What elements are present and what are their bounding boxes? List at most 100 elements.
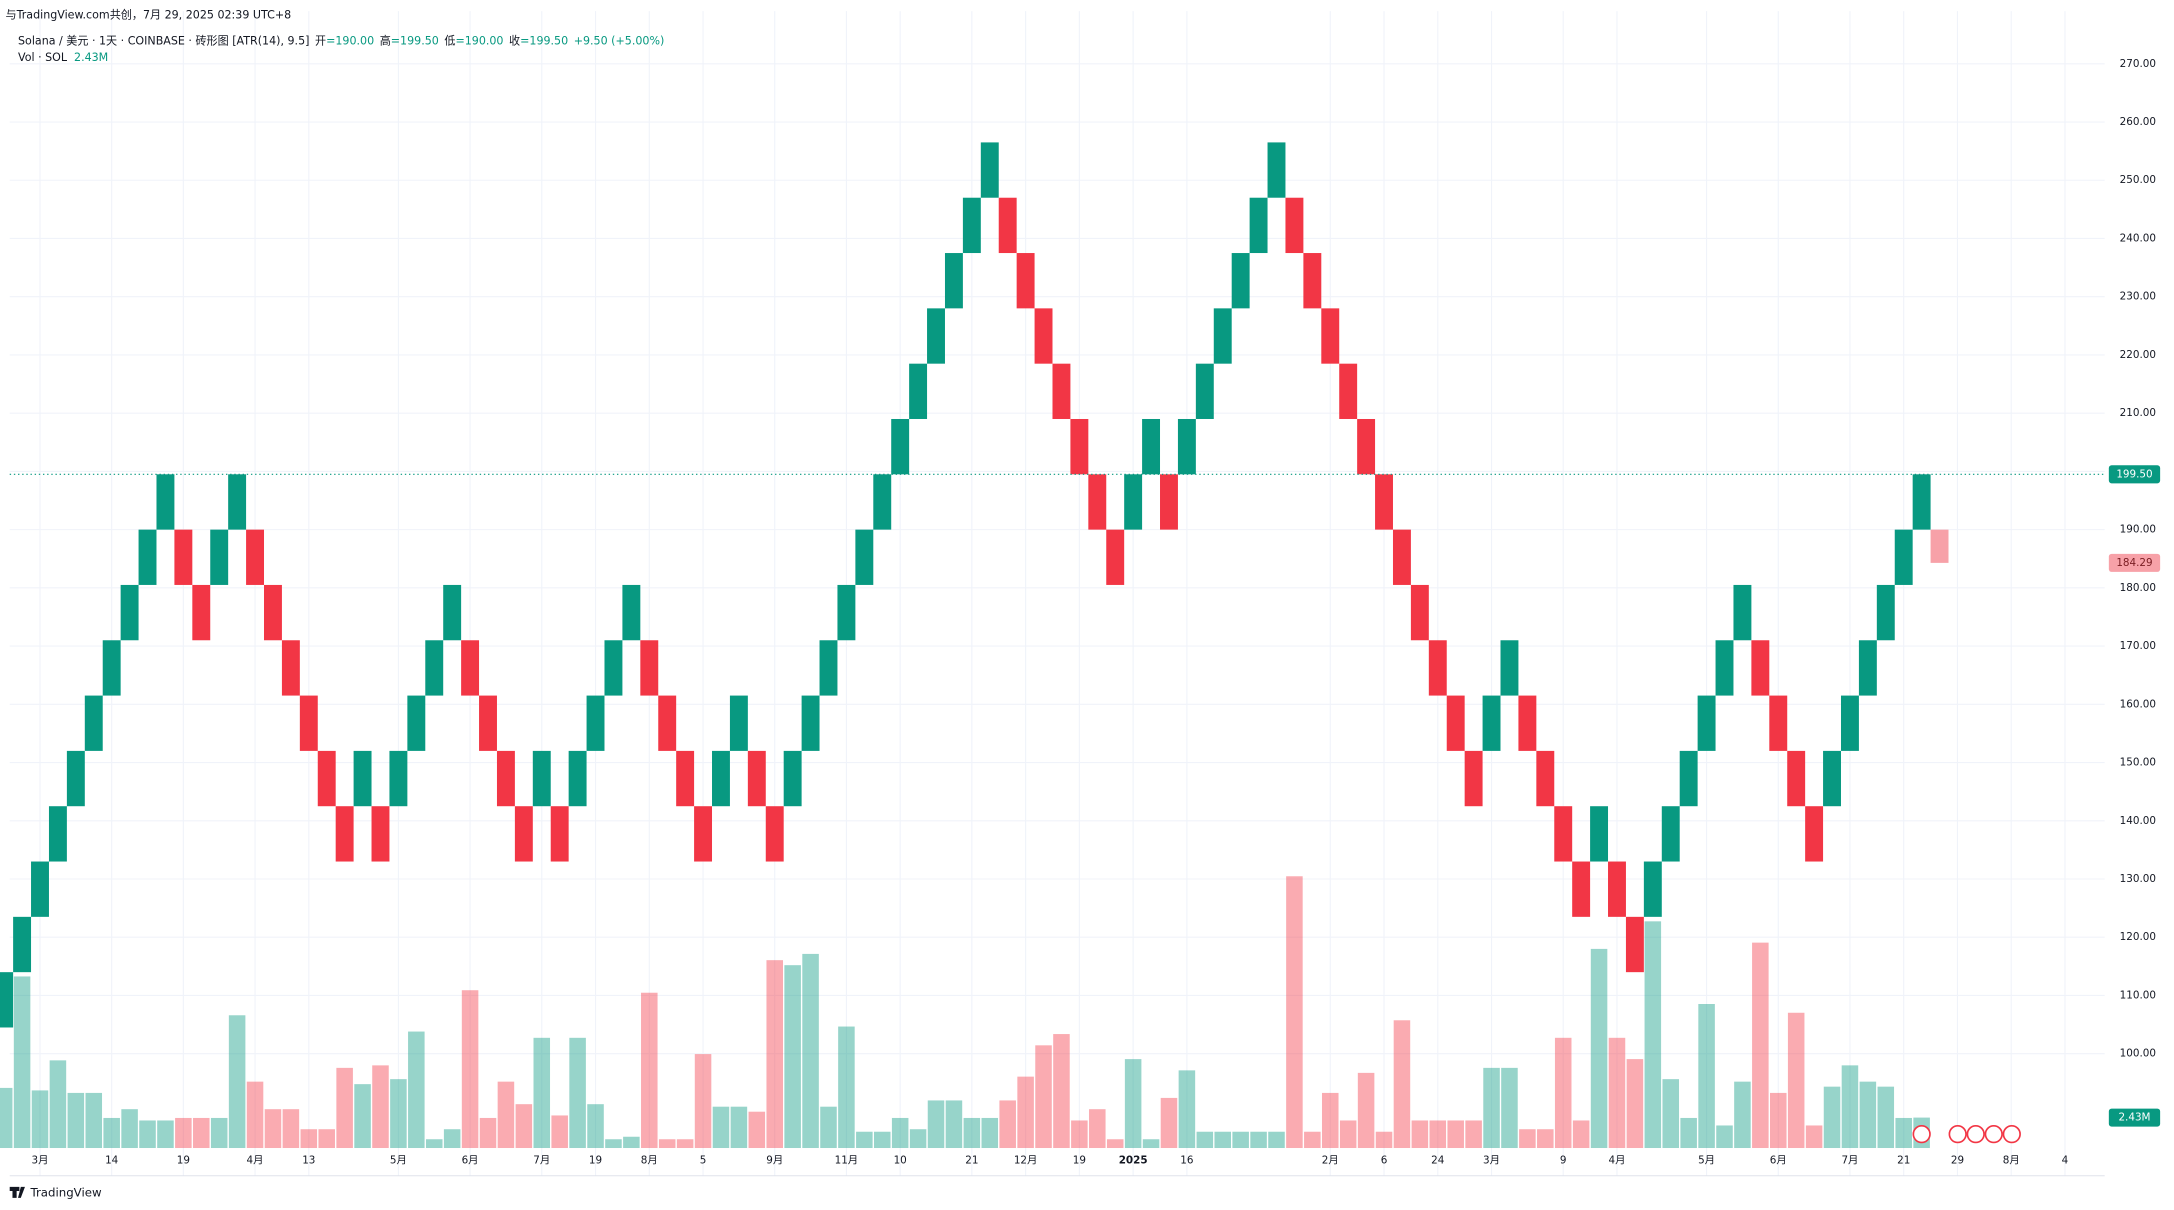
- renko-brick: [1339, 363, 1358, 419]
- volume-bar: [49, 1060, 67, 1149]
- volume-bar: [1106, 1139, 1124, 1149]
- x-tick-label: 2025: [1119, 1154, 1148, 1166]
- volume-bar: [1035, 1045, 1052, 1149]
- x-tick-label: 9: [1560, 1154, 1567, 1166]
- renko-brick: [640, 640, 659, 696]
- volume-bar: [873, 1131, 891, 1149]
- renko-brick: [1142, 418, 1161, 475]
- renko-brick: [1805, 806, 1824, 862]
- renko-brick: [31, 861, 49, 917]
- volume-bar: [103, 1117, 120, 1149]
- renko-brick: [1572, 861, 1591, 917]
- renko-brick: [694, 806, 713, 862]
- last-price-box: [2108, 465, 2161, 484]
- volume-bar: [658, 1139, 676, 1149]
- renko-brick: [676, 750, 695, 807]
- volume-bar: [1447, 1120, 1464, 1149]
- x-tick-label: 12月: [1014, 1154, 1038, 1166]
- symbol: Solana / 美元 · 1天 · COINBASE · 砖形图 [ATR(1…: [18, 34, 309, 48]
- renko-brick: [927, 308, 945, 364]
- renko-brick: [299, 695, 318, 751]
- flag[interactable]: [1912, 1124, 1931, 1144]
- volume-bar: [963, 1117, 981, 1149]
- renko-brick: [246, 529, 265, 585]
- renko-brick: [1124, 474, 1143, 530]
- renko-brick: [1894, 529, 1913, 585]
- volume-bar: [1124, 1059, 1142, 1149]
- volume-bar: [909, 1129, 927, 1149]
- renko-brick: [1285, 197, 1304, 254]
- renko-brick: [1392, 529, 1411, 585]
- volume-bar: [1805, 1125, 1823, 1149]
- ohlc-label: 低: [444, 35, 455, 48]
- volume-bar: [1787, 1012, 1805, 1149]
- y-tick-label: 230.00: [2120, 291, 2156, 303]
- renko-brick: [1554, 806, 1573, 862]
- ohlc-label: 开: [315, 35, 326, 48]
- x-tick-label: 9月: [766, 1154, 783, 1166]
- x-tick-label: 11月: [835, 1154, 859, 1166]
- renko-brick: [1195, 363, 1214, 419]
- watermark: 与TradingView.com共创，7月 29, 2025 02:39 UTC…: [6, 8, 292, 21]
- renko-brick: [425, 640, 444, 696]
- renko-brick: [1536, 750, 1555, 807]
- volume-bar: [784, 965, 801, 1149]
- x-tick-label: 6月: [462, 1154, 479, 1166]
- volume-bar: [1841, 1065, 1859, 1149]
- renko-brick: [1410, 584, 1429, 641]
- volume-bar: [1554, 1037, 1572, 1149]
- y-tick-label: 270.00: [2120, 58, 2156, 70]
- renko-brick: [1052, 363, 1071, 419]
- volume-bar: [121, 1109, 138, 1149]
- renko-brick: [819, 640, 838, 696]
- volume-bar: [1501, 1067, 1518, 1149]
- ohlc-value: =199.50: [520, 35, 568, 48]
- renko-brick: [1590, 806, 1609, 862]
- renko-brick: [48, 806, 67, 862]
- volume-bar: [479, 1117, 497, 1149]
- volume-bar: [587, 1104, 604, 1149]
- renko-brick: [944, 253, 963, 309]
- x-tick-label: 29: [1951, 1154, 1964, 1166]
- renko-brick: [568, 750, 587, 807]
- volume-bar: [712, 1106, 730, 1149]
- x-tick-label: 19: [177, 1154, 190, 1166]
- renko-brick: [407, 695, 426, 751]
- volume-bar: [1178, 1070, 1196, 1149]
- volume-bar: [228, 1015, 246, 1149]
- x-tick-label: 10: [894, 1154, 907, 1166]
- volume-bar: [1089, 1109, 1106, 1149]
- renko-brick: [1016, 253, 1035, 309]
- renko-brick: [980, 142, 999, 198]
- y-tick-label: 240.00: [2120, 232, 2156, 244]
- renko-brick: [120, 584, 139, 641]
- volume-bar: [85, 1092, 103, 1149]
- projection-price-label: 184.29: [2116, 557, 2152, 569]
- volume-bar: [551, 1115, 568, 1149]
- volume-bar: [1375, 1131, 1393, 1149]
- renko-brick: [84, 695, 103, 751]
- flag[interactable]: [1966, 1124, 1985, 1144]
- x-tick-label: 19: [1073, 1154, 1086, 1166]
- volume-bar: [139, 1120, 156, 1149]
- x-tick-label: 6: [1381, 1154, 1388, 1166]
- volume-bar: [1465, 1120, 1482, 1149]
- volume-bar: [67, 1092, 85, 1149]
- renko-brick: [1267, 142, 1286, 198]
- volume-bar: [927, 1100, 945, 1149]
- volume-bar: [1142, 1139, 1160, 1149]
- flag[interactable]: [1984, 1124, 2003, 1144]
- flag[interactable]: [1948, 1124, 1967, 1144]
- renko-brick: [855, 529, 874, 585]
- volume-bar: [1644, 921, 1662, 1149]
- flag[interactable]: [2002, 1124, 2021, 1144]
- renko-brick: [264, 584, 282, 641]
- y-tick-label: 120.00: [2120, 931, 2156, 943]
- volume-name: Vol · SOL: [18, 51, 68, 64]
- renko-brick: [1464, 750, 1483, 807]
- ohlc-value: =190.00: [326, 35, 374, 48]
- x-tick-label: 13: [302, 1154, 315, 1166]
- volume-bar: [1877, 1086, 1895, 1149]
- volume-bar: [282, 1109, 300, 1149]
- ohlc-label: 收: [509, 34, 520, 48]
